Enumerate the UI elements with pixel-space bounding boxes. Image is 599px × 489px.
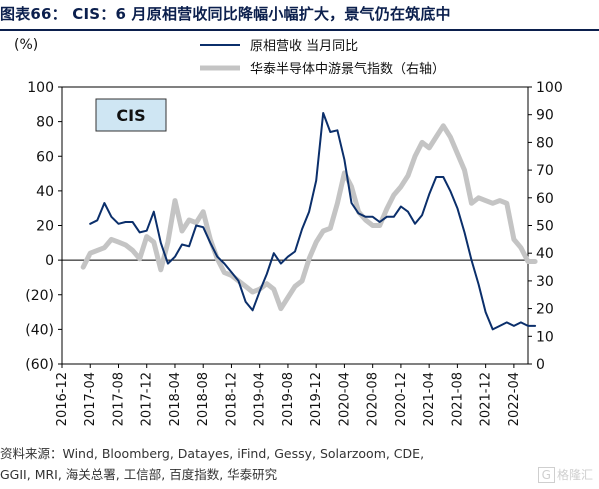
- right-axis-tick-label: 20: [536, 302, 554, 318]
- chart-svg: (%)100806040200(20)(40)(60)1009080706050…: [14, 37, 563, 426]
- x-axis-tick-label: 2019-04: [253, 372, 268, 426]
- x-axis-tick-label: 2017-08: [111, 372, 126, 426]
- x-axis-tick-label: 2018-08: [196, 372, 211, 426]
- watermark-logo-icon: G: [537, 467, 555, 483]
- legend-label-revenue: 原相营收 当月同比: [250, 39, 358, 54]
- x-axis-tick-label: 2019-12: [309, 372, 324, 426]
- right-axis-tick-label: 100: [536, 80, 563, 96]
- watermark: G 格隆汇: [537, 466, 593, 483]
- source-line-1: 资料来源：Wind, Bloomberg, Datayes, iFind, Ge…: [0, 446, 425, 461]
- x-axis-tick-label: 2018-04: [168, 372, 183, 426]
- source-line-2: GGII, MRI, 海关总署, 工信部, 百度指数, 华泰研究: [0, 467, 278, 482]
- right-axis-tick-label: 30: [536, 274, 554, 290]
- x-axis-tick-label: 2016-12: [55, 372, 70, 426]
- legend-label-index: 华泰半导体中游景气指数（右轴）: [250, 61, 445, 77]
- revenue-yoy-series-line: [89, 112, 537, 331]
- source-note: 资料来源：Wind, Bloomberg, Datayes, iFind, Ge…: [0, 443, 560, 485]
- x-axis-tick-label: 2019-08: [281, 372, 296, 426]
- x-axis-tick-label: 2022-04: [507, 372, 522, 426]
- right-axis-tick-label: 80: [536, 135, 554, 151]
- right-axis-tick-label: 70: [536, 163, 554, 179]
- x-axis-tick-label: 2020-08: [366, 372, 381, 426]
- watermark-text: 格隆汇: [556, 468, 593, 482]
- cis-badge: [95, 98, 167, 132]
- right-axis-tick-label: 50: [536, 219, 554, 235]
- right-axis-tick-label: 90: [536, 108, 554, 124]
- left-axis-tick-label: 20: [36, 219, 54, 235]
- title-bar: 图表66： CIS：6 月原相营收同比降幅小幅扩大，景气仍在筑底中: [0, 0, 599, 31]
- chart-title: 图表66： CIS：6 月原相营收同比降幅小幅扩大，景气仍在筑底中: [0, 5, 451, 23]
- x-axis-tick-label: 2017-12: [140, 372, 155, 426]
- left-axis-tick-label: (60): [25, 357, 54, 373]
- left-axis-tick-label: 40: [36, 184, 54, 200]
- cis-badge-label: CIS: [116, 106, 145, 125]
- left-axis-tick-label: 100: [27, 80, 54, 96]
- left-axis-tick-label: 60: [36, 149, 54, 165]
- left-axis-tick-label: (40): [25, 322, 54, 338]
- right-axis-tick-label: 0: [536, 357, 545, 373]
- left-axis-unit: (%): [14, 37, 38, 53]
- x-axis-tick-label: 2021-08: [450, 372, 465, 426]
- left-axis-tick-label: 80: [36, 115, 54, 131]
- right-axis-tick-label: 10: [536, 329, 554, 345]
- index-series-line: [80, 123, 538, 312]
- left-axis-tick-label: (20): [25, 288, 54, 304]
- title-rule: [0, 29, 599, 31]
- x-axis-tick-label: 2020-04: [337, 372, 352, 426]
- right-axis-tick-label: 60: [536, 191, 554, 207]
- right-axis-tick-label: 40: [536, 246, 554, 262]
- x-axis-tick-label: 2021-12: [479, 372, 494, 426]
- x-axis-tick-label: 2020-12: [394, 372, 409, 426]
- x-axis-tick-label: 2021-04: [422, 372, 437, 426]
- x-axis-tick-label: 2018-12: [224, 372, 239, 426]
- x-axis-tick-label: 2017-04: [83, 372, 98, 426]
- left-axis-tick-label: 0: [45, 253, 54, 269]
